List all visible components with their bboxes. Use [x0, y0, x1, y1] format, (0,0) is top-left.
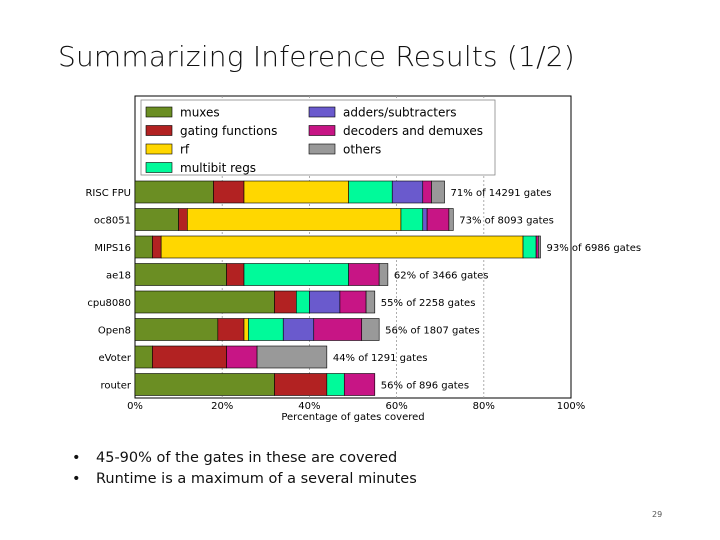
bar-segment	[431, 180, 445, 204]
bar-value-label: 56% of 1807 gates	[385, 326, 480, 337]
bar-value-labels: 71% of 14291 gates 73% of 8093 gates 93% o…	[333, 188, 641, 392]
bar-segment	[226, 263, 245, 286]
bar-segment	[326, 373, 345, 396]
bar-segment	[243, 263, 349, 286]
bar-segment	[134, 290, 275, 314]
x-tick-label: 20%	[211, 401, 233, 412]
legend-label: rf	[180, 143, 190, 157]
x-tick-label: 80%	[473, 401, 495, 412]
category-label: cpu8080	[87, 298, 131, 309]
bar-segment	[152, 235, 162, 259]
bullet-text: 45-90% of the gates in these are covered	[96, 450, 398, 466]
bullet-list: • 45-90% of the gates in these are cover…	[72, 448, 417, 490]
bar-segment	[248, 318, 284, 341]
bar-value-label: 73% of 8093 gates	[459, 216, 554, 227]
bullet-dot: •	[72, 471, 81, 487]
page-number: 29	[652, 510, 663, 519]
x-tick-label: 60%	[385, 401, 407, 412]
bar-value-label: 55% of 2258 gates	[381, 298, 476, 309]
bar-value-label: 56% of 896 gates	[381, 381, 469, 392]
bar-value-label: 62% of 3466 gates	[394, 271, 489, 282]
legend-label: adders/subtracters	[343, 106, 457, 120]
bar-segment	[274, 373, 328, 396]
legend: muxes gating functions rf multibit regs adde…	[140, 99, 496, 176]
bar-segment	[313, 318, 363, 341]
category-label: Open8	[98, 326, 131, 337]
bar-value-label: 71% of 14291 gates	[451, 188, 552, 199]
bar-segment	[134, 345, 153, 369]
bullet-dot: •	[72, 450, 81, 466]
legend-swatch	[308, 125, 336, 136]
bar-segment	[152, 345, 227, 369]
category-label: ae18	[106, 271, 131, 282]
legend-label: muxes	[180, 106, 220, 120]
x-axis-label: Percentage of gates covered	[281, 412, 424, 423]
bar-segment	[213, 180, 245, 204]
bar-segment	[274, 290, 297, 314]
legend-label: decoders and demuxes	[343, 124, 483, 138]
bar-segment	[217, 318, 245, 341]
bar-segment	[400, 208, 424, 231]
category-labels: RISC FPU oc8051 MIPS16 ae18 cpu8080 Open8 eVot…	[85, 188, 131, 392]
legend-label: others	[343, 143, 381, 157]
legend-swatch	[308, 143, 336, 155]
bar-segment	[187, 208, 402, 231]
bullet-item: • 45-90% of the gates in these are cover…	[72, 448, 417, 469]
legend-label: multibit regs	[180, 161, 256, 175]
bar-segment	[348, 180, 393, 204]
bar-segment	[535, 235, 539, 259]
x-tick-label: 100%	[557, 401, 586, 412]
bars	[134, 180, 541, 396]
category-label: router	[100, 381, 131, 392]
bar-segment	[522, 235, 537, 259]
x-tick-labels: 0% 20% 40% 60% 80% 100%	[127, 401, 585, 412]
legend-swatch	[308, 106, 336, 118]
bullet-item: • Runtime is a maximum of a several minu…	[72, 469, 417, 490]
x-tick-label: 40%	[298, 401, 320, 412]
category-label: MIPS16	[94, 243, 131, 254]
bar-segment	[134, 263, 227, 286]
legend-label: gating functions	[180, 124, 277, 138]
bar-segment	[243, 318, 249, 341]
bar-segment	[256, 345, 328, 369]
bar-segment	[339, 290, 367, 314]
bar-segment	[361, 318, 380, 341]
legend-swatch	[145, 106, 173, 118]
legend-swatch	[145, 162, 173, 173]
bar-segment	[426, 208, 450, 231]
bar-segment	[537, 235, 541, 259]
bar-segment	[391, 180, 424, 204]
bar-segment	[296, 290, 310, 314]
legend-swatch	[145, 125, 173, 136]
bar-segment	[134, 235, 153, 259]
bar-value-label: 44% of 1291 gates	[333, 353, 428, 364]
bar-segment	[178, 208, 188, 231]
bullet-text: Runtime is a maximum of a several minute…	[96, 471, 417, 487]
bar-segment	[422, 180, 432, 204]
bar-segment	[309, 290, 341, 314]
stacked-bar-chart: 71% of 14291 gates 73% of 8093 gates 93% o…	[85, 95, 641, 423]
bar-segment	[365, 290, 376, 314]
bar-segment	[134, 373, 275, 396]
bar-segment	[378, 263, 389, 286]
bar-segment	[243, 180, 349, 204]
legend-swatch	[145, 143, 173, 155]
bar-segment	[282, 318, 315, 341]
bar-segment	[134, 208, 179, 231]
bar-segment	[226, 345, 258, 369]
category-label: oc8051	[94, 216, 131, 227]
bar-segment	[348, 263, 380, 286]
x-tick-label: 0%	[127, 401, 143, 412]
bar-segment	[343, 373, 376, 396]
slide-title: Summarizing Inference Results (1/2)	[58, 40, 575, 73]
bar-value-label: 93% of 6986 gates	[546, 243, 641, 254]
category-label: RISC FPU	[85, 188, 131, 199]
bar-segment	[422, 208, 428, 231]
category-label: eVoter	[98, 353, 131, 364]
bar-segment	[160, 235, 524, 259]
legend-box	[140, 99, 496, 176]
bar-segment	[134, 318, 219, 341]
bar-segment	[134, 180, 214, 204]
bar-segment	[448, 208, 454, 231]
